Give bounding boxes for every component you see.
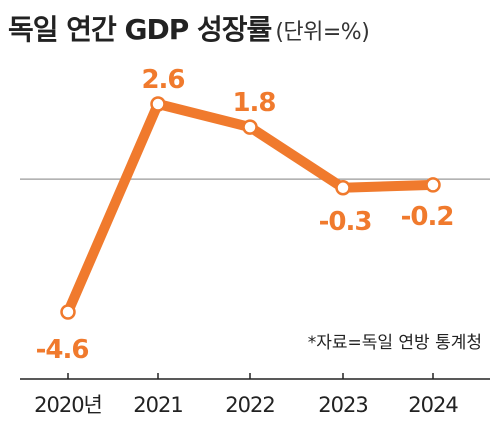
data-point-4 xyxy=(425,177,441,193)
data-point-markers xyxy=(60,96,441,320)
data-point-1 xyxy=(150,96,166,112)
series-line xyxy=(63,99,438,317)
x-axis-tick-labels: 2020년 2021 2022 2023 2024 xyxy=(34,393,459,417)
source-note: *자료=독일 연방 통계청 xyxy=(308,333,482,353)
data-point-0 xyxy=(60,304,76,320)
data-point-3 xyxy=(335,180,351,196)
x-tick-label-2: 2022 xyxy=(225,393,274,417)
value-label-4: -0.2 xyxy=(401,202,454,232)
value-label-1: 2.6 xyxy=(141,65,184,95)
x-axis-ticks xyxy=(67,373,434,379)
chart-title-main: 독일 연간 GDP 성장률 xyxy=(8,13,272,46)
x-tick-label-4: 2024 xyxy=(408,393,458,417)
chart-title-unit: (단위=%) xyxy=(275,20,370,45)
value-label-0: -4.6 xyxy=(36,335,89,365)
value-label-3: -0.3 xyxy=(319,207,372,237)
x-tick-label-1: 2021 xyxy=(133,393,182,417)
chart-title: 독일 연간 GDP 성장률 (단위=%) xyxy=(8,8,370,48)
x-tick-label-3: 2023 xyxy=(318,393,367,417)
x-tick-label-0: 2020년 xyxy=(34,393,102,417)
data-value-labels: -4.6 2.6 1.8 -0.3 -0.2 xyxy=(36,65,455,365)
value-label-2: 1.8 xyxy=(232,88,275,118)
data-point-2 xyxy=(242,119,258,135)
